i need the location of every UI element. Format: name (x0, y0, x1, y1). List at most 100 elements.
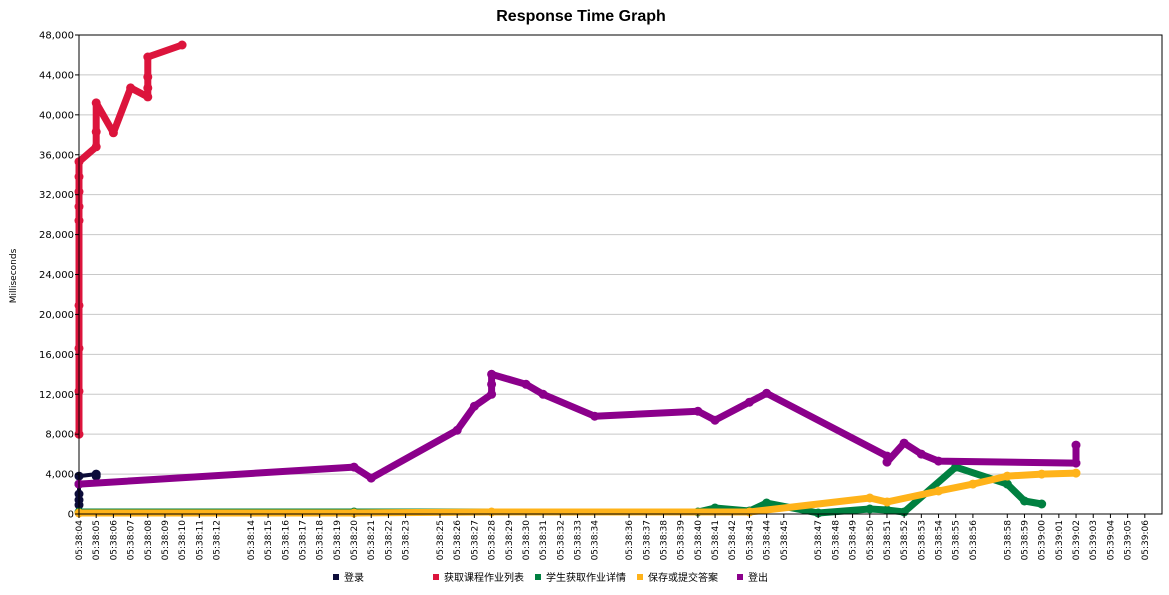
x-tick-label: 05:38:16 (281, 520, 291, 561)
x-tick-label: 05:39:03 (1089, 520, 1099, 560)
data-point (538, 389, 548, 399)
legend-label: 学生获取作业详情 (546, 571, 626, 584)
legend-swatch (637, 574, 643, 580)
x-tick-label: 05:39:02 (1072, 520, 1082, 560)
y-tick-label: 28,000 (39, 230, 74, 241)
x-tick-label: 05:38:26 (453, 520, 463, 561)
x-tick-label: 05:39:01 (1055, 520, 1065, 560)
data-point (882, 505, 892, 515)
x-tick-label: 05:38:06 (109, 520, 119, 561)
data-point (143, 92, 153, 102)
y-axis: 0 4,000 8,000 12,000 16,000 20,000 24,000 28,00… (39, 31, 79, 521)
data-point (126, 83, 136, 93)
x-tick-label: 05:38:10 (178, 520, 188, 561)
y-tick-label: 44,000 (39, 70, 74, 81)
data-point (452, 425, 462, 435)
y-tick-label: 12,000 (39, 390, 74, 401)
y-tick-label: 40,000 (39, 110, 74, 121)
legend-swatch (737, 574, 743, 580)
data-point (762, 498, 772, 508)
data-point (916, 449, 926, 459)
legend-label: 保存或提交答案 (648, 571, 718, 584)
x-tick-label: 05:38:56 (969, 520, 979, 561)
x-tick-label: 05:38:58 (1003, 520, 1013, 561)
data-point (469, 401, 479, 411)
data-point (1071, 440, 1081, 450)
chart-title: Response Time Graph (496, 8, 666, 25)
x-tick-label: 05:38:15 (264, 520, 274, 560)
x-tick-label: 05:38:27 (470, 520, 480, 560)
x-tick-label: 05:38:49 (849, 520, 859, 561)
x-tick-label: 05:38:04 (75, 520, 85, 561)
x-tick-label: 05:38:21 (367, 520, 377, 560)
series-2 (74, 40, 187, 439)
x-tick-label: 05:38:25 (436, 520, 446, 560)
data-point (143, 52, 153, 62)
data-point (934, 456, 943, 466)
x-tick-label: 05:38:05 (92, 520, 102, 560)
data-point (349, 508, 359, 518)
legend-swatch (333, 574, 339, 580)
x-axis: 05:38:04 05:38:05 05:38:06 05:38:07 05:38:08… (75, 514, 1151, 560)
x-tick-label: 05:38:48 (831, 520, 841, 561)
y-tick-label: 48,000 (39, 31, 74, 42)
series-line (75, 370, 1080, 488)
x-tick-label: 05:38:08 (144, 520, 154, 561)
legend-label: 登录 (344, 571, 364, 584)
x-tick-label: 05:38:40 (694, 520, 704, 561)
x-tick-label: 05:38:12 (213, 520, 223, 560)
x-tick-label: 05:38:52 (900, 520, 910, 560)
x-tick-label: 05:38:59 (1020, 520, 1030, 561)
data-point (934, 486, 943, 496)
data-point (744, 397, 754, 407)
x-tick-label: 05:38:43 (745, 520, 755, 560)
x-tick-label: 05:38:14 (247, 520, 257, 561)
y-tick-label: 4,000 (45, 470, 74, 481)
legend-swatch (433, 574, 439, 580)
x-tick-label: 05:39:04 (1106, 520, 1116, 561)
y-tick-label: 8,000 (45, 430, 74, 441)
x-tick-label: 05:38:39 (677, 520, 687, 561)
data-point (813, 508, 823, 518)
x-tick-label: 05:38:54 (935, 520, 945, 561)
data-point (91, 471, 101, 481)
data-point (487, 379, 497, 389)
legend-item: 获取课程作业列表 (433, 571, 524, 584)
y-tick-label: 16,000 (39, 350, 74, 361)
data-point (1071, 468, 1081, 478)
x-tick-label: 05:38:29 (505, 520, 515, 561)
x-tick-label: 05:38:45 (780, 520, 790, 560)
x-tick-label: 05:38:37 (642, 520, 652, 560)
data-point (1002, 479, 1012, 489)
data-point (1002, 471, 1012, 481)
y-axis-label: Milliseconds (9, 248, 19, 303)
x-tick-label: 05:39:06 (1141, 520, 1151, 561)
x-tick-label: 05:38:42 (728, 520, 738, 560)
series-layer (74, 40, 1081, 518)
data-point (487, 389, 497, 399)
data-point (882, 497, 892, 507)
data-point (91, 98, 101, 108)
data-point (865, 504, 875, 514)
data-point (1020, 496, 1029, 506)
data-point (349, 462, 359, 472)
data-point (108, 128, 118, 138)
x-tick-label: 05:38:36 (625, 520, 635, 561)
x-tick-label: 05:38:19 (333, 520, 343, 561)
data-point (762, 388, 772, 398)
x-tick-label: 05:38:23 (402, 520, 412, 560)
data-point (968, 479, 978, 489)
data-point (1037, 469, 1047, 479)
data-point (366, 473, 376, 483)
x-tick-label: 05:38:09 (161, 520, 171, 561)
x-tick-label: 05:38:47 (814, 520, 824, 560)
x-tick-label: 05:38:53 (917, 520, 927, 560)
x-tick-label: 05:38:11 (195, 520, 205, 560)
series-1 (74, 469, 101, 510)
y-tick-label: 20,000 (39, 310, 74, 321)
legend-item: 登出 (737, 571, 768, 584)
legend-label: 获取课程作业列表 (444, 571, 524, 584)
x-tick-label: 05:38:18 (316, 520, 326, 561)
data-point (143, 72, 153, 82)
